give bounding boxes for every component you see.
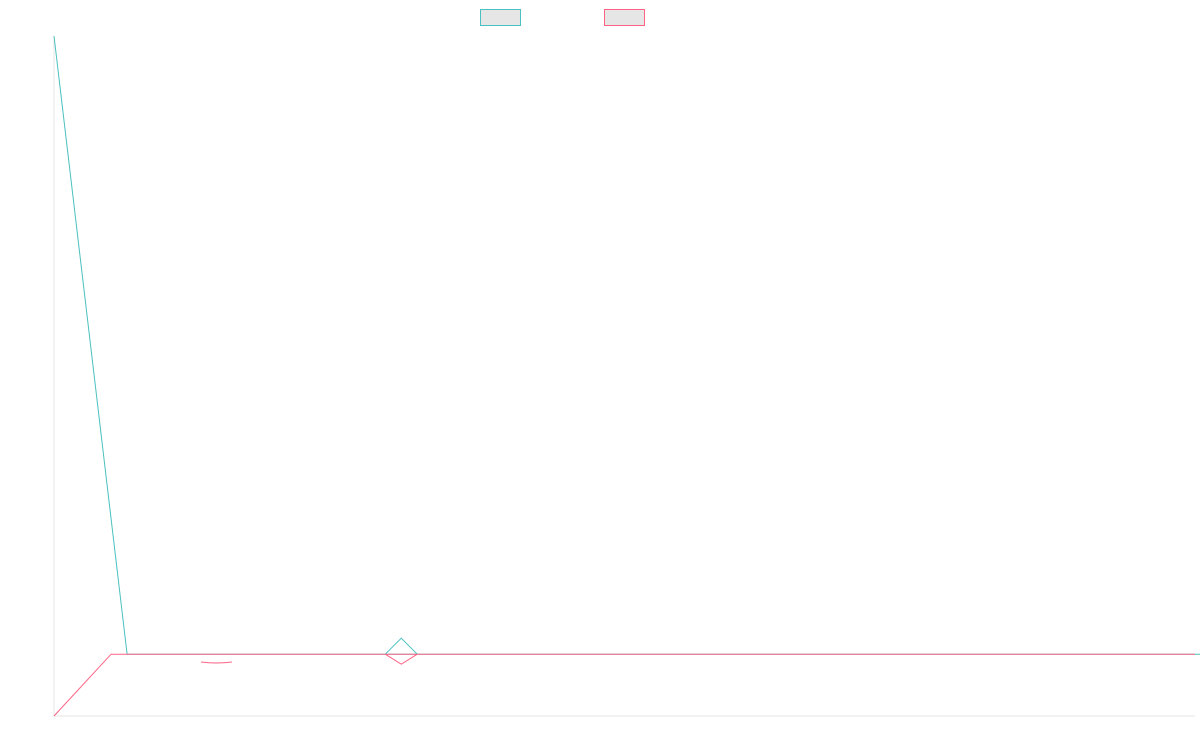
series-marker-1 [384, 637, 418, 655]
artifact-layer [200, 661, 233, 664]
marker-layer [384, 637, 418, 665]
series-marker-2 [384, 653, 418, 665]
series-line-1 [53, 35, 1200, 655]
series-line-2 [53, 653, 1195, 717]
legend-swatch-series-1[interactable] [480, 9, 521, 26]
legend[interactable] [480, 9, 645, 26]
legend-swatch-series-2[interactable] [604, 9, 645, 26]
plot-area [53, 35, 1200, 717]
series-layer [53, 35, 1200, 717]
series-artifact [200, 661, 233, 664]
